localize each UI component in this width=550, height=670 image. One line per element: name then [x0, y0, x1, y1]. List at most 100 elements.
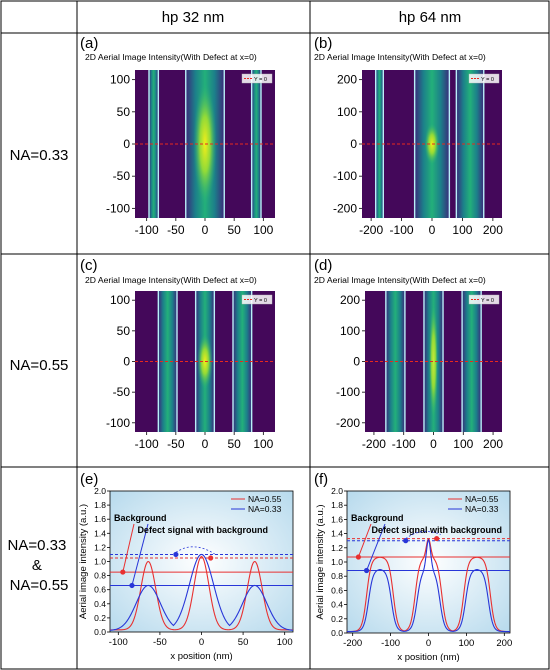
y-tick-label: -100 — [106, 416, 130, 430]
y-tick-label: 1.6 — [331, 514, 343, 524]
y-tick-label: 100 — [110, 73, 130, 87]
y-axis-label: Aerial image intensity (a.u.) — [315, 504, 326, 619]
marker-defect-033 — [403, 538, 409, 544]
y-tick-label: 100 — [337, 105, 357, 119]
annotation-background: Background — [351, 513, 404, 523]
x-tick-label: -50 — [167, 223, 185, 237]
legend-label: Y = 0 — [254, 298, 267, 304]
marker-bg-033 — [129, 582, 135, 589]
y-tick-label: 2.0 — [94, 486, 106, 496]
col-header-hp64: hp 64 nm — [399, 9, 462, 26]
heatmap-plot — [365, 291, 502, 432]
defect-hotspot — [428, 303, 439, 420]
heatmap-panel-a: (a)2D Aerial Image Intensity(With Defect… — [80, 35, 275, 237]
legend-label-0: NA=0.55 — [465, 494, 499, 504]
x-tick-label: -200 — [343, 638, 362, 649]
marker-defect-033 — [173, 551, 179, 558]
panel-title: 2D Aerial Image Intensity(With Defect at… — [314, 275, 486, 285]
y-tick-label: 0.4 — [331, 600, 343, 610]
heatmap-panel-d: (d)2D Aerial Image Intensity(With Defect… — [314, 257, 503, 451]
x-tick-label: 50 — [227, 223, 241, 237]
pointer-bg-055 — [122, 523, 135, 573]
x-tick-label: 0 — [426, 638, 431, 649]
row-label-na055: NA=0.55 — [10, 357, 69, 374]
col-header-hp32: hp 32 nm — [162, 9, 225, 26]
panel-title: 2D Aerial Image Intensity(With Defect at… — [85, 275, 257, 285]
y-tick-label: 100 — [110, 293, 130, 307]
plot-area — [346, 490, 511, 634]
x-tick-label: 50 — [238, 637, 249, 648]
heatmap-plot — [362, 70, 502, 218]
x-tick-label: 50 — [227, 437, 241, 451]
x-tick-label: 0 — [429, 223, 436, 237]
x-tick-label: -100 — [109, 637, 128, 648]
x-tick-label: -100 — [135, 437, 159, 451]
panel-label: (e) — [80, 471, 98, 488]
heatmap-plot — [135, 70, 275, 218]
y-tick-label: 0.2 — [331, 614, 343, 624]
y-tick-label: -50 — [113, 169, 131, 183]
defect-arc — [405, 531, 441, 540]
y-tick-label: -100 — [106, 201, 130, 215]
x-tick-label: -200 — [359, 223, 383, 237]
x-tick-label: -50 — [153, 637, 167, 648]
x-tick-label: 100 — [452, 223, 472, 237]
series-line-1 — [110, 553, 293, 631]
y-tick-label: 0.8 — [331, 571, 343, 581]
y-tick-label: -100 — [336, 385, 360, 399]
panel-label: (f) — [314, 471, 328, 488]
x-tick-label: 100 — [253, 223, 273, 237]
legend-box — [468, 73, 500, 84]
pointer-bg-033 — [366, 523, 386, 571]
panel-title: 2D Aerial Image Intensity(With Defect at… — [85, 52, 257, 62]
y-tick-label: 0 — [123, 355, 130, 369]
x-tick-label: 100 — [253, 437, 273, 451]
marker-defect-055 — [434, 535, 440, 542]
legend-label: Y = 0 — [481, 77, 494, 83]
legend-box — [241, 294, 273, 305]
row-label-combined-line3: NA=0.55 — [10, 577, 69, 594]
y-tick-label: 200 — [340, 293, 360, 307]
panel-label: (b) — [314, 35, 332, 52]
y-tick-label: 1.4 — [331, 529, 343, 539]
x-tick-label: 200 — [483, 437, 503, 451]
x-tick-label: -200 — [362, 437, 386, 451]
plot-area — [109, 490, 294, 633]
heatmap-panel-b: (b)2D Aerial Image Intensity(With Defect… — [314, 35, 503, 237]
x-axis-label: x position (nm) — [170, 651, 232, 662]
x-tick-label: 100 — [453, 437, 473, 451]
bright-band — [149, 70, 159, 218]
y-tick-label: 0.0 — [331, 628, 343, 638]
y-axis-label: Aerial image intensity (a.u.) — [78, 504, 89, 619]
x-tick-label: 0 — [202, 437, 209, 451]
panel-label: (a) — [80, 35, 98, 52]
y-tick-label: 0 — [350, 137, 357, 151]
series-line-1 — [347, 538, 510, 633]
y-tick-label: 0.6 — [94, 585, 106, 595]
y-tick-label: 2.0 — [331, 486, 343, 496]
y-tick-label: 0 — [123, 137, 130, 151]
annotation-defect: Defect signal with background — [371, 525, 502, 535]
legend-label-0: NA=0.55 — [248, 494, 282, 504]
legend-label-1: NA=0.33 — [465, 504, 499, 514]
y-tick-label: 1.8 — [331, 500, 343, 510]
heatmap-panel-c: (c)2D Aerial Image Intensity(With Defect… — [80, 257, 275, 451]
heatmap-plot — [135, 291, 275, 432]
y-tick-label: -100 — [333, 169, 357, 183]
x-tick-label: -100 — [390, 223, 414, 237]
x-tick-label: 0 — [430, 437, 437, 451]
y-tick-label: 50 — [117, 105, 131, 119]
x-tick-label: -100 — [381, 638, 400, 649]
y-tick-label: 1.8 — [94, 500, 106, 510]
y-tick-label: 1.0 — [94, 557, 106, 567]
line-panel-f: (f) Background Defect signal with backgrou… — [314, 471, 512, 663]
y-tick-label: -200 — [336, 416, 360, 430]
y-tick-label: 1.6 — [94, 514, 106, 524]
x-tick-label: -50 — [167, 437, 185, 451]
x-tick-label: 100 — [277, 637, 293, 648]
x-tick-label: 100 — [458, 638, 474, 649]
y-tick-label: 1.4 — [94, 528, 106, 538]
pointer-bg-033 — [131, 523, 149, 586]
line-plot — [347, 537, 510, 633]
